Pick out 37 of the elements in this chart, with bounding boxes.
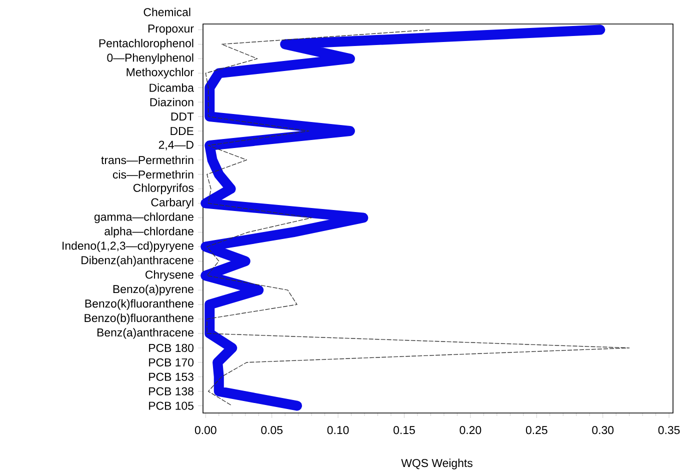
- y-tick-label: PCB 138: [149, 387, 194, 396]
- y-tick-label: PCB 170: [149, 358, 194, 366]
- x-tick-label: 0.00: [194, 426, 216, 434]
- y-tick-label: gamma—chlordane: [94, 212, 194, 224]
- y-tick-label: DDE: [170, 127, 194, 135]
- y-tick-label: Benzo(k)fluoranthene: [85, 299, 194, 310]
- y-tick-label: Indeno(1,2,3—cd)pyryene: [62, 241, 194, 252]
- x-tick-label: 0.35: [658, 426, 680, 434]
- x-tick-label: 0.25: [526, 426, 548, 434]
- y-tick-label: Dibenz(ah)anthracene: [82, 256, 194, 266]
- y-tick-label: Chrysene: [146, 270, 194, 281]
- y-tick-label: Benzo(a)pyrene: [113, 284, 194, 296]
- y-tick-label: 0—Phenylphenol: [107, 53, 194, 64]
- y-tick-label: cis—Permethrin: [112, 170, 194, 179]
- y-tick-label: trans—Permethrin: [101, 156, 194, 164]
- y-tick-label: Chlorpyrifos: [133, 184, 194, 194]
- y-tick-label: 2,4—D: [158, 140, 194, 150]
- y-tick-label: Propoxur: [148, 24, 194, 35]
- y-tick-label: alpha—chlordane: [104, 226, 194, 238]
- y-tick-label: Benzo(b)fluoranthene: [84, 314, 194, 324]
- y-tick-label: Benz(a)anthracene: [97, 328, 194, 339]
- y-tick-label: Dicamba: [150, 83, 194, 92]
- y-tick-label: PCB 180: [149, 344, 194, 352]
- y-tick-label: DDT: [171, 112, 194, 120]
- y-tick-label: PCB 153: [149, 372, 194, 381]
- y-axis-title: Chemical: [144, 8, 190, 16]
- x-tick-label: 0.30: [592, 426, 614, 434]
- x-tick-label: 0.10: [327, 426, 349, 434]
- y-tick-label: Pentachlorophenol: [99, 38, 194, 50]
- x-tick-label: 0.20: [460, 426, 482, 434]
- x-axis-title: WQS Weights: [401, 458, 472, 470]
- y-tick-label: PCB 105: [149, 402, 194, 410]
- y-tick-label: Methoxychlor: [126, 68, 194, 78]
- x-tick-label: 0.05: [261, 426, 283, 434]
- y-tick-label: Carbaryl: [151, 198, 194, 209]
- y-tick-label: Diazinon: [150, 98, 194, 106]
- x-tick-label: 0.15: [394, 426, 415, 434]
